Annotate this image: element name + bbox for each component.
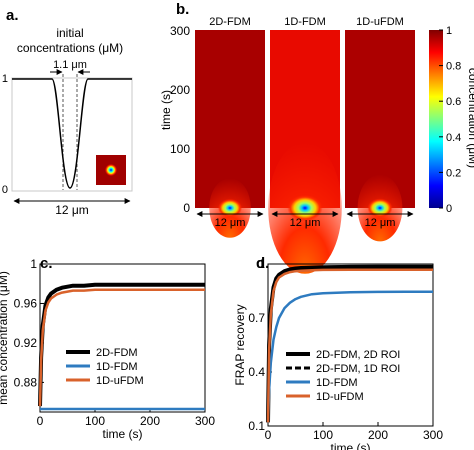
panel-d-label: d.: [256, 255, 269, 272]
panel-b-ytick: 100: [170, 142, 190, 156]
inset-bleach-spot: [105, 164, 117, 176]
width-annotation: 1.1 μm: [53, 59, 87, 71]
panel-a: a. initial concentrations (μM) 1 0 1.1 μ…: [2, 7, 133, 217]
y-tick-label: 0.96: [14, 296, 38, 310]
y-axis-label: FRAP recovery: [233, 304, 247, 385]
panel-a-title-line1: initial: [56, 26, 83, 40]
panel-b-yticks: 0 100 200 300: [170, 24, 190, 215]
chart-c: 0 100 200 300 0.88 0.92 0.96 1 time (s) mean conc…: [0, 257, 215, 441]
y-tick-label: 0.88: [14, 375, 38, 389]
legend-label: 2D-FDM: [96, 347, 138, 359]
chart-d: 0 100 200 300 0.1 0.4 0.7 1 time (s) FRAP recover…: [233, 257, 443, 450]
map-extent-label: 12 μm: [215, 217, 246, 229]
y-tick-label: 0.7: [248, 311, 265, 325]
x-tick-label: 100: [85, 414, 105, 428]
colorbar-tick-label: 0.2: [446, 167, 461, 179]
colorbar-label: concentration (μM): [466, 68, 474, 168]
panel-b-ytick: 300: [170, 24, 190, 38]
legend-label: 2D-FDM, 1D ROI: [316, 363, 400, 375]
series-line: [38, 282, 205, 407]
panel-a-ytick-top: 1: [2, 73, 8, 85]
panel-a-title-line2: concentrations (μM): [17, 41, 123, 55]
x-tick-label: 300: [195, 414, 215, 428]
panel-a-ytick-bottom: 0: [2, 184, 8, 196]
panel-a-extent-label: 12 μm: [55, 203, 89, 217]
map-1d-fdm: 1D-FDM 12 μm: [268, 16, 342, 274]
legend-label: 1D-uFDM: [96, 375, 144, 387]
panel-a-frame: [11, 77, 133, 192]
colorbar-tick-label: 0: [446, 203, 452, 215]
x-tick-label: 200: [368, 428, 388, 442]
y-tick-label: 0.92: [14, 336, 38, 350]
x-axis-label: time (s): [103, 427, 143, 441]
panel-b-label: b.: [176, 1, 189, 18]
x-axis-label: time (s): [331, 441, 371, 450]
legend-label: 1D-FDM: [316, 377, 358, 389]
map-extent-label: 12 μm: [365, 217, 396, 229]
panel-a-label: a.: [6, 7, 19, 24]
map-extent-label: 12 μm: [290, 217, 321, 229]
map-bleach-spot: [367, 198, 393, 218]
y-tick-label: 1: [30, 257, 37, 271]
panel-b: b. time (s) 0 100 200 300 2D-FDM 12 μm 1…: [159, 1, 474, 274]
x-tick-label: 300: [423, 428, 443, 442]
map-title: 2D-FDM: [209, 16, 251, 28]
map-2d-fdm: 2D-FDM 12 μm: [195, 16, 265, 238]
colorbar-ticks: 0 0.2 0.4 0.6 0.8 1: [439, 25, 461, 215]
y-tick-label: 0.1: [248, 419, 265, 433]
legend-label: 1D-uFDM: [316, 391, 364, 403]
colorbar-tick-label: 1: [446, 25, 452, 37]
colorbar-tick-label: 0.4: [446, 132, 461, 144]
map-title: 1D-FDM: [284, 16, 326, 28]
map-title: 1D-uFDM: [356, 16, 404, 28]
legend-label: 2D-FDM, 2D ROI: [316, 349, 400, 361]
y-axis-label: mean concentration (μM): [0, 271, 10, 405]
panel-d: d. 0 100 200 300 0.1 0.4 0.7 1 time (s) FRAP reco…: [233, 255, 443, 450]
panel-b-maps: 2D-FDM 12 μm 1D-FDM 12 μm 1D-uFDM 12 μm: [195, 16, 415, 274]
legend-label: 1D-FDM: [96, 361, 138, 373]
plot-frame: [39, 263, 206, 413]
panel-b-ylabel: time (s): [159, 90, 173, 130]
series-line: [38, 288, 205, 407]
colorbar: [429, 30, 443, 208]
y-tick-label: 1: [258, 257, 265, 271]
x-tick-label: 0: [37, 414, 44, 428]
y-tick-label: 0.4: [248, 365, 265, 379]
panel-b-ytick: 200: [170, 83, 190, 97]
initial-profile-curve: [12, 78, 132, 189]
series-line: [266, 290, 433, 423]
colorbar-tick-label: 0.8: [446, 61, 461, 73]
x-tick-label: 200: [140, 414, 160, 428]
panel-b-ytick: 0: [183, 201, 190, 215]
colorbar-tick-label: 0.6: [446, 96, 461, 108]
series-line: [266, 268, 433, 423]
x-tick-label: 0: [265, 428, 272, 442]
map-1d-ufdm: 1D-uFDM 12 μm: [345, 16, 415, 242]
x-tick-label: 100: [313, 428, 333, 442]
